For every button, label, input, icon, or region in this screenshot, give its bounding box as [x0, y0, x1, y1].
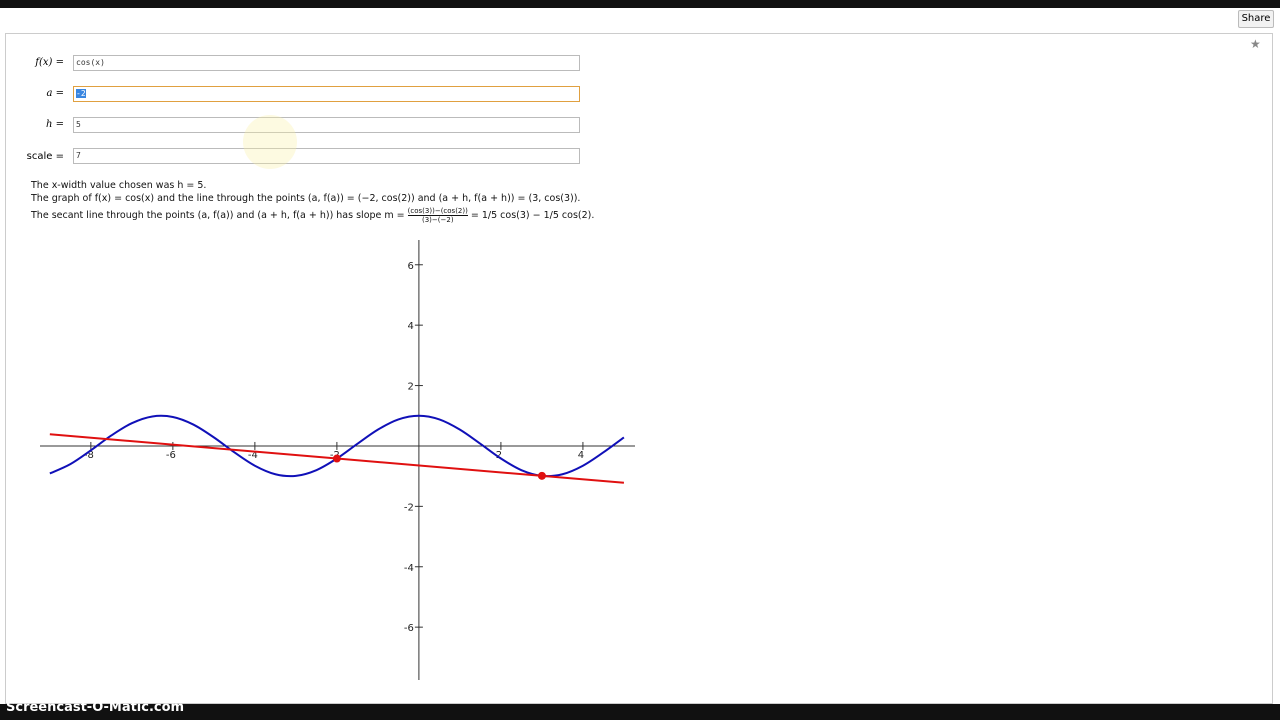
field-label: f(x) = — [35, 57, 64, 68]
slope-text: The secant line through the points (a, f… — [31, 210, 405, 221]
selected-text: -2 — [76, 89, 86, 98]
field-label: scale = — [26, 151, 64, 162]
x-tick-label: -6 — [166, 450, 176, 461]
star-icon[interactable]: ★ — [1250, 37, 1261, 51]
field-label: a = — [46, 88, 64, 99]
cursor-highlight — [243, 115, 297, 169]
interact-panel — [5, 33, 1273, 704]
description-line: The graph of f(x) = cos(x) and the line … — [31, 193, 581, 204]
share-button[interactable]: Share — [1238, 10, 1274, 28]
description-line: The x-width value chosen was h = 5. — [31, 180, 207, 191]
x-tick-label: 4 — [578, 450, 584, 461]
denominator: (3)−(−2) — [421, 216, 454, 224]
text-input[interactable]: 5 — [73, 117, 580, 133]
x-tick-label: 2 — [496, 450, 502, 461]
field-label: h = — [46, 119, 64, 130]
fraction: (cos(3))−(cos(2)) (3)−(−2) — [407, 207, 468, 224]
x-tick-label: -4 — [248, 450, 258, 461]
description-line: The secant line through the points (a, f… — [31, 207, 594, 224]
y-tick-label: -4 — [404, 563, 414, 574]
numerator: (cos(3))−(cos(2)) — [407, 207, 468, 216]
text-input[interactable]: -2 — [73, 86, 580, 102]
y-tick-label: 2 — [408, 382, 414, 393]
text-input[interactable]: cos(x) — [73, 55, 580, 71]
top-bar — [0, 0, 1280, 8]
point — [332, 454, 341, 463]
watermark: Screencast-O-Matic.com — [6, 700, 185, 715]
y-tick-label: -6 — [404, 623, 414, 634]
y-tick-label: 4 — [408, 321, 414, 332]
bottom-bar — [0, 704, 1280, 720]
y-tick-label: 6 — [408, 261, 414, 272]
text-input[interactable]: 7 — [73, 148, 580, 164]
y-tick-label: -2 — [404, 502, 414, 513]
point — [537, 471, 546, 480]
x-tick-label: -8 — [84, 450, 94, 461]
slope-result: = 1/5 cos(3) − 1/5 cos(2). — [470, 210, 595, 221]
